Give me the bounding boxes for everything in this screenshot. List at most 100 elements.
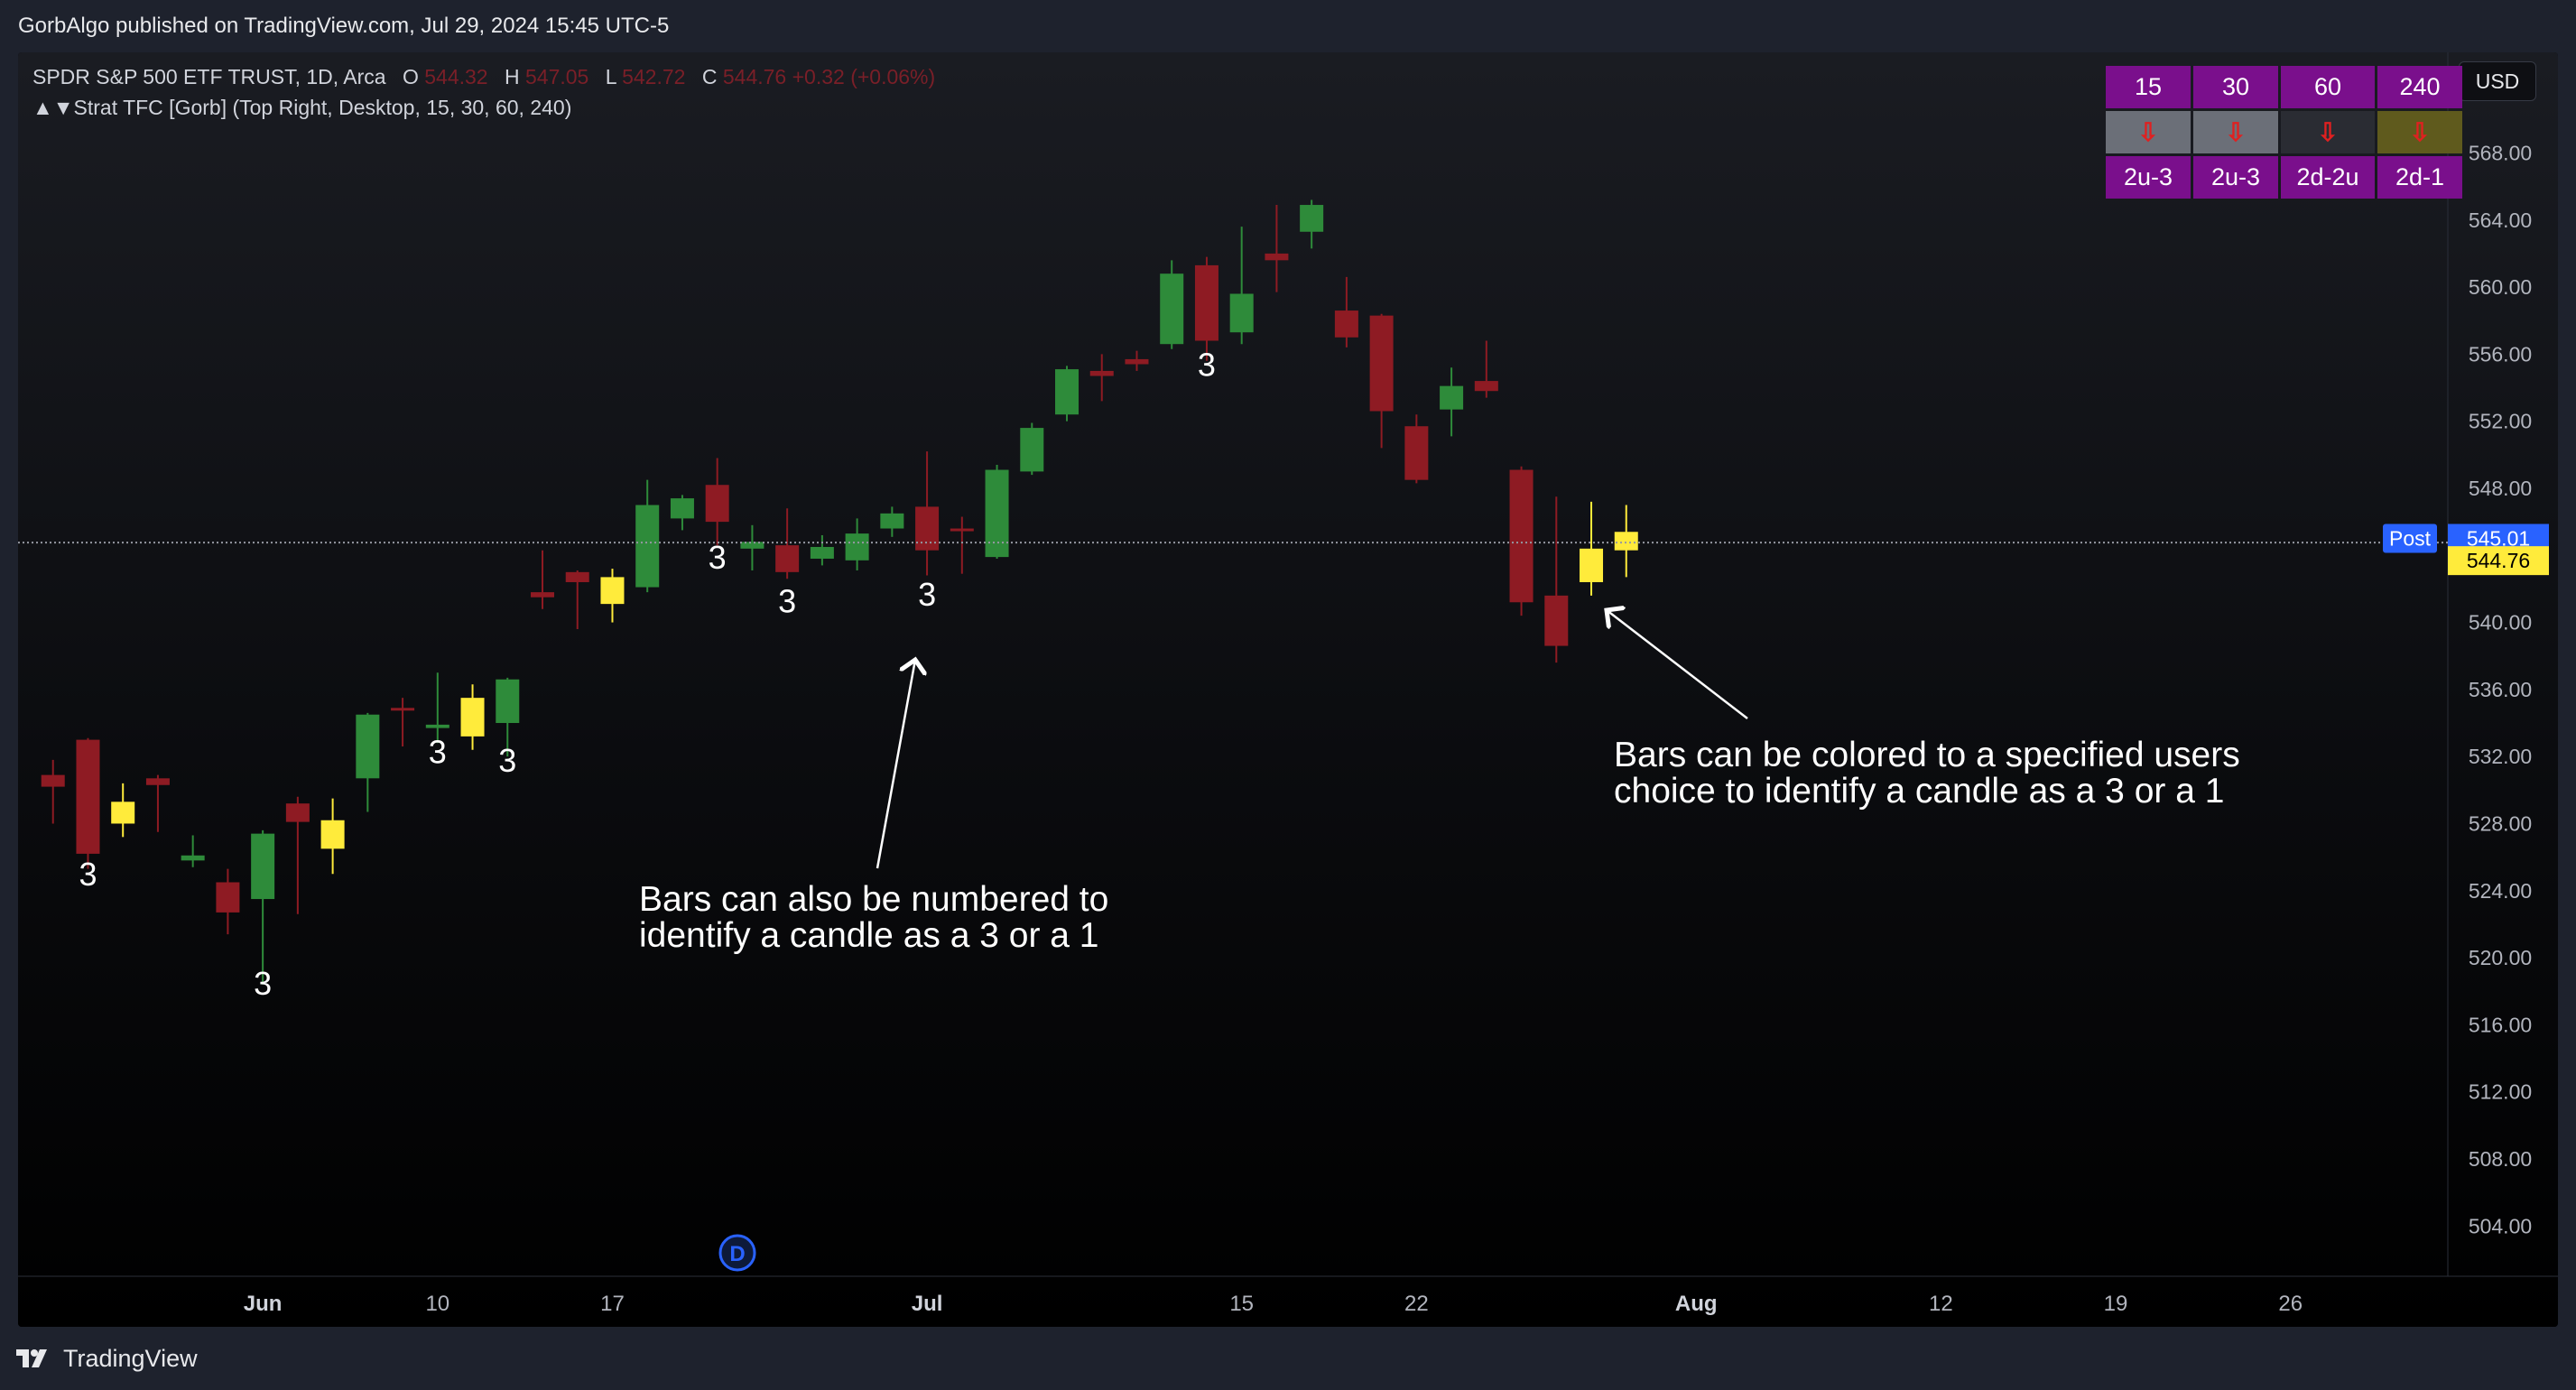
candle[interactable] — [775, 508, 800, 579]
tradingview-logo[interactable]: TradingView — [16, 1345, 198, 1373]
candle[interactable] — [1089, 354, 1114, 402]
post-label: Post — [2389, 526, 2432, 550]
candle-body — [740, 542, 764, 549]
time-tick-label: 10 — [425, 1292, 449, 1316]
candle[interactable] — [1300, 199, 1324, 249]
candle[interactable] — [111, 783, 135, 838]
tfc-header-row: 15 30 60 240 — [2106, 66, 2462, 108]
candle[interactable] — [251, 829, 275, 985]
tfc-tf-240: 240 — [2377, 66, 2462, 108]
down-arrow-icon: ⇩ — [2281, 111, 2375, 153]
down-arrow-icon: ⇩ — [2377, 111, 2462, 153]
candle[interactable] — [1055, 366, 1080, 422]
candle-body — [565, 571, 589, 582]
candle[interactable] — [1265, 205, 1289, 292]
price-tick-label: 520.00 — [2469, 946, 2532, 969]
candle[interactable] — [1334, 276, 1358, 348]
chart-legend[interactable]: SPDR S&P 500 ETF TRUST, 1D, Arca O 544.3… — [32, 61, 935, 123]
candle-body — [1125, 358, 1149, 365]
candle[interactable] — [460, 684, 485, 750]
candle[interactable] — [1509, 466, 1534, 616]
candle[interactable] — [985, 464, 1009, 559]
bar-number-label: 3 — [79, 856, 97, 893]
candle[interactable] — [216, 868, 240, 935]
candle-body — [425, 724, 449, 728]
candle[interactable] — [76, 737, 100, 869]
candle[interactable] — [1580, 501, 1604, 596]
candle[interactable] — [531, 550, 555, 609]
candle[interactable] — [1020, 422, 1044, 476]
candle[interactable] — [356, 712, 380, 812]
candle-body — [950, 528, 974, 532]
candle-body — [670, 498, 694, 519]
candle[interactable] — [810, 534, 834, 566]
dividend-marker[interactable]: D — [718, 1234, 756, 1272]
tfc-tf-15: 15 — [2106, 66, 2191, 108]
candle[interactable] — [496, 677, 520, 757]
candle[interactable] — [1194, 256, 1219, 361]
time-tick-label: 15 — [1229, 1292, 1254, 1316]
bar-number-label: 3 — [429, 734, 447, 771]
candle-body — [111, 802, 135, 824]
colored-note-line1: Bars can be colored to a specified users — [1614, 736, 2240, 774]
tfc-label-15: 2u-3 — [2106, 156, 2191, 199]
candle[interactable] — [705, 458, 729, 546]
candle[interactable] — [565, 570, 589, 629]
currency-button[interactable]: USD — [2459, 61, 2536, 101]
numbered-note-arrow — [876, 660, 915, 869]
candle[interactable] — [950, 516, 974, 574]
close-value: 544.76 — [722, 65, 787, 88]
indicator-row[interactable]: ▲▼Strat TFC [Gorb] (Top Right, Desktop, … — [32, 92, 935, 123]
candle[interactable] — [320, 798, 345, 875]
candle[interactable] — [285, 796, 310, 914]
candle[interactable] — [181, 835, 205, 867]
candle-body — [1334, 310, 1358, 338]
candle[interactable] — [670, 495, 694, 531]
candle[interactable] — [1544, 496, 1569, 663]
colored-note-line2: choice to identify a candle as a 3 or a … — [1614, 772, 2224, 811]
candle[interactable] — [1614, 505, 1638, 578]
time-axis[interactable]: Jun 10 17 Jul 15 22 Aug 12 19 26 — [244, 1292, 2303, 1316]
candle[interactable] — [635, 479, 660, 593]
numbered-note-line1: Bars can also be numbered to — [639, 880, 1108, 919]
candle[interactable] — [1125, 350, 1149, 371]
candle-body — [531, 592, 555, 598]
price-tick-label: 548.00 — [2469, 477, 2532, 500]
candle-body — [1194, 264, 1219, 341]
candle[interactable] — [600, 569, 625, 623]
candle[interactable] — [391, 698, 415, 747]
candle-body — [76, 739, 100, 854]
candle[interactable] — [1440, 367, 1464, 437]
price-axis[interactable]: 572.00568.00564.00560.00556.00552.00548.… — [2469, 74, 2532, 1237]
tfc-tf-30: 30 — [2193, 66, 2278, 108]
candle[interactable] — [1229, 227, 1254, 345]
publisher-text: GorbAlgo published on TradingView.com, J… — [18, 14, 670, 38]
candle-body — [1020, 428, 1044, 472]
candle[interactable] — [1369, 313, 1394, 449]
candle-body — [810, 546, 834, 559]
candle[interactable] — [845, 518, 869, 570]
candle-body — [985, 469, 1009, 558]
tfc-arrow-row: ⇩ ⇩ ⇩ ⇩ — [2106, 111, 2462, 153]
candle[interactable] — [915, 451, 940, 576]
candle[interactable] — [425, 672, 449, 744]
candle[interactable] — [1474, 340, 1498, 398]
time-tick-label: 26 — [2278, 1292, 2303, 1316]
candle[interactable] — [880, 506, 904, 537]
candle[interactable] — [41, 759, 65, 824]
candle-body — [600, 577, 625, 605]
candle[interactable] — [1404, 414, 1429, 484]
publisher-bar: GorbAlgo published on TradingView.com, J… — [0, 0, 2576, 52]
candle[interactable] — [740, 524, 764, 570]
candle[interactable] — [1160, 260, 1184, 349]
time-tick-label: 17 — [600, 1292, 625, 1316]
high-label: H — [504, 65, 520, 88]
time-tick-label: Aug — [1675, 1292, 1718, 1316]
candle[interactable] — [145, 774, 170, 832]
candle-body — [1440, 385, 1464, 410]
candle-body — [216, 882, 240, 913]
price-tick-label: 560.00 — [2469, 275, 2532, 299]
candle-body — [1265, 253, 1289, 261]
